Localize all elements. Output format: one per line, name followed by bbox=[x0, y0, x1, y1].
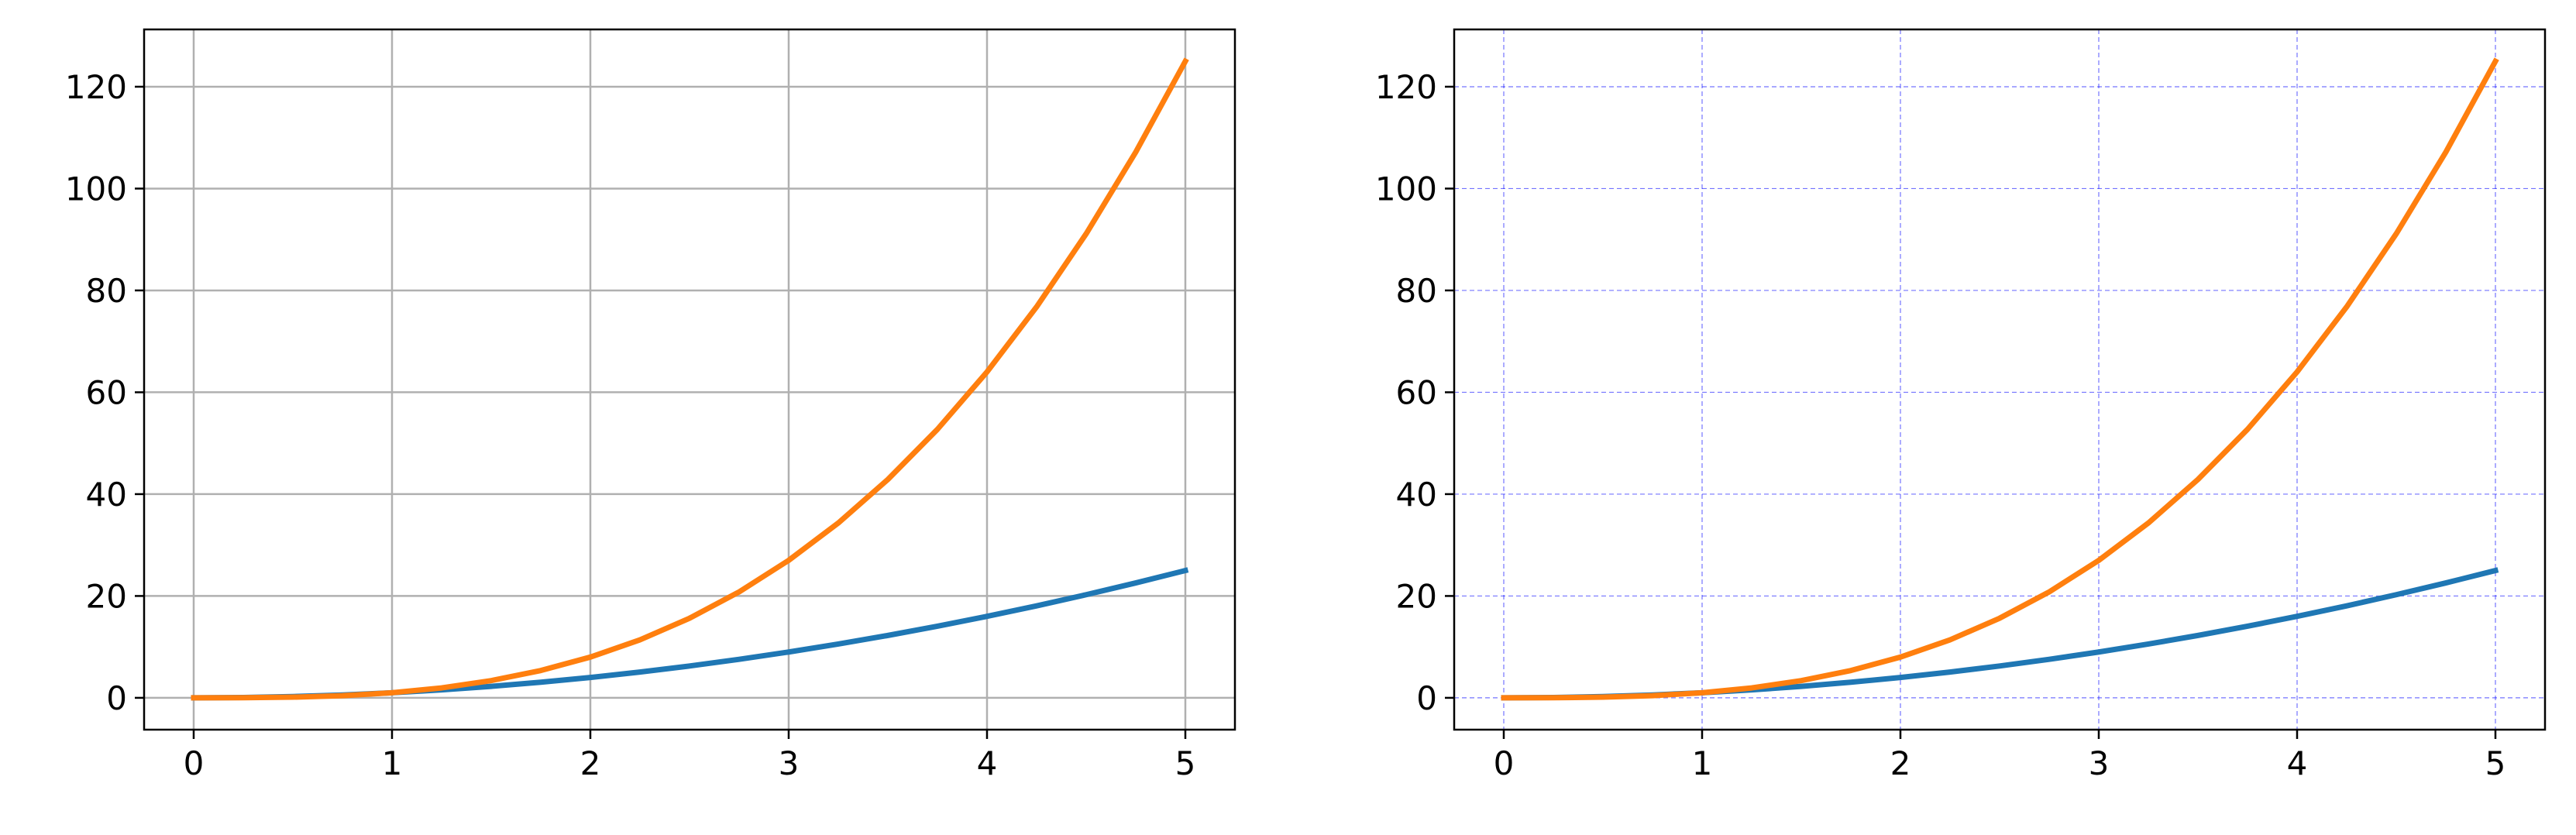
right-plot-frame bbox=[1453, 28, 2547, 731]
left-plot-frame bbox=[143, 28, 1236, 731]
right-y-tick-label: 80 bbox=[1396, 272, 1437, 310]
right-x-tick-label: 4 bbox=[2287, 744, 2308, 782]
left-grid bbox=[144, 29, 1235, 730]
left-y-tick-label: 100 bbox=[65, 170, 127, 208]
right-x-tick-label: 3 bbox=[2089, 744, 2110, 782]
right-y-tick-label: 40 bbox=[1396, 476, 1437, 514]
left-x-tick-label: 5 bbox=[1175, 744, 1196, 782]
left-chart: 0 1 2 3 4 5 0 20 40 60 80 100 120 bbox=[65, 28, 1236, 782]
right-x-tick-label: 1 bbox=[1692, 744, 1713, 782]
left-x-tick-label: 4 bbox=[977, 744, 998, 782]
right-y-tick-label: 100 bbox=[1375, 170, 1437, 208]
left-x-tick-label: 2 bbox=[580, 744, 601, 782]
right-y-tick-label: 0 bbox=[1416, 679, 1437, 717]
left-x-tick-label: 1 bbox=[382, 744, 403, 782]
right-x-tick-label: 5 bbox=[2485, 744, 2506, 782]
left-y-tick-label: 0 bbox=[106, 679, 127, 717]
left-x-tick-label: 0 bbox=[184, 744, 205, 782]
right-y-tick-label: 120 bbox=[1375, 68, 1437, 106]
right-x-tick-label: 0 bbox=[1494, 744, 1515, 782]
left-series-2-line bbox=[191, 57, 1189, 701]
left-series-1-line bbox=[191, 567, 1189, 701]
right-series-2-line bbox=[1501, 57, 2499, 701]
left-x-tick-label: 3 bbox=[779, 744, 800, 782]
right-series-1-line bbox=[1501, 567, 2499, 701]
left-y-tick-label: 80 bbox=[86, 272, 127, 310]
right-chart: 0 1 2 3 4 5 0 20 40 60 80 100 120 bbox=[1375, 28, 2547, 782]
left-y-tick-label: 20 bbox=[86, 577, 127, 615]
right-x-tick-label: 2 bbox=[1890, 744, 1911, 782]
left-y-tick-label: 60 bbox=[86, 373, 127, 411]
left-y-tick-label: 120 bbox=[65, 68, 127, 106]
right-y-tick-label: 60 bbox=[1396, 373, 1437, 411]
left-y-tick-label: 40 bbox=[86, 476, 127, 514]
right-grid bbox=[1454, 29, 2545, 730]
right-y-tick-label: 20 bbox=[1396, 577, 1437, 615]
